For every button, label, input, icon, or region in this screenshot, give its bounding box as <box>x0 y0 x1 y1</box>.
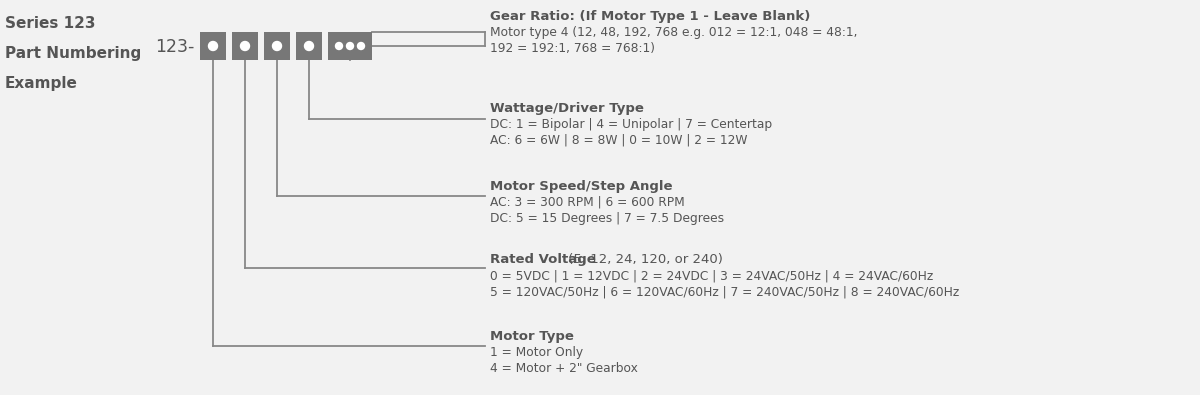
Circle shape <box>347 43 354 49</box>
Text: AC: 3 = 300 RPM | 6 = 600 RPM: AC: 3 = 300 RPM | 6 = 600 RPM <box>490 196 685 209</box>
Circle shape <box>358 43 365 49</box>
Text: Motor Type: Motor Type <box>490 330 574 343</box>
Text: Example: Example <box>5 76 78 91</box>
Text: 1 = Motor Only: 1 = Motor Only <box>490 346 583 359</box>
Text: (5, 12, 24, 120, or 240): (5, 12, 24, 120, or 240) <box>564 253 722 266</box>
Bar <box>264 32 290 60</box>
Text: 0 = 5VDC | 1 = 12VDC | 2 = 24VDC | 3 = 24VAC/50Hz | 4 = 24VAC/60Hz: 0 = 5VDC | 1 = 12VDC | 2 = 24VDC | 3 = 2… <box>490 269 934 282</box>
Bar <box>296 32 322 60</box>
Text: Motor type 4 (12, 48, 192, 768 e.g. 012 = 12:1, 048 = 48:1,: Motor type 4 (12, 48, 192, 768 e.g. 012 … <box>490 26 858 39</box>
Text: 4 = Motor + 2" Gearbox: 4 = Motor + 2" Gearbox <box>490 362 638 375</box>
Bar <box>232 32 258 60</box>
Text: Part Numbering: Part Numbering <box>5 46 142 61</box>
Text: AC: 6 = 6W | 8 = 8W | 0 = 10W | 2 = 12W: AC: 6 = 6W | 8 = 8W | 0 = 10W | 2 = 12W <box>490 134 748 147</box>
Text: Gear Ratio: (If Motor Type 1 - Leave Blank): Gear Ratio: (If Motor Type 1 - Leave Bla… <box>490 10 810 23</box>
Circle shape <box>209 41 217 51</box>
Text: 123-: 123- <box>155 38 194 56</box>
Circle shape <box>305 41 313 51</box>
Text: Wattage/Driver Type: Wattage/Driver Type <box>490 102 644 115</box>
Circle shape <box>336 43 342 49</box>
Text: 192 = 192:1, 768 = 768:1): 192 = 192:1, 768 = 768:1) <box>490 42 655 55</box>
Circle shape <box>240 41 250 51</box>
Text: Motor Speed/Step Angle: Motor Speed/Step Angle <box>490 180 672 193</box>
Text: DC: 5 = 15 Degrees | 7 = 7.5 Degrees: DC: 5 = 15 Degrees | 7 = 7.5 Degrees <box>490 212 724 225</box>
Bar <box>328 32 372 60</box>
Bar <box>200 32 226 60</box>
Text: Series 123: Series 123 <box>5 16 96 31</box>
Text: 5 = 120VAC/50Hz | 6 = 120VAC/60Hz | 7 = 240VAC/50Hz | 8 = 240VAC/60Hz: 5 = 120VAC/50Hz | 6 = 120VAC/60Hz | 7 = … <box>490 285 959 298</box>
Circle shape <box>272 41 282 51</box>
Text: Rated Voltage: Rated Voltage <box>490 253 595 266</box>
Text: DC: 1 = Bipolar | 4 = Unipolar | 7 = Centertap: DC: 1 = Bipolar | 4 = Unipolar | 7 = Cen… <box>490 118 772 131</box>
